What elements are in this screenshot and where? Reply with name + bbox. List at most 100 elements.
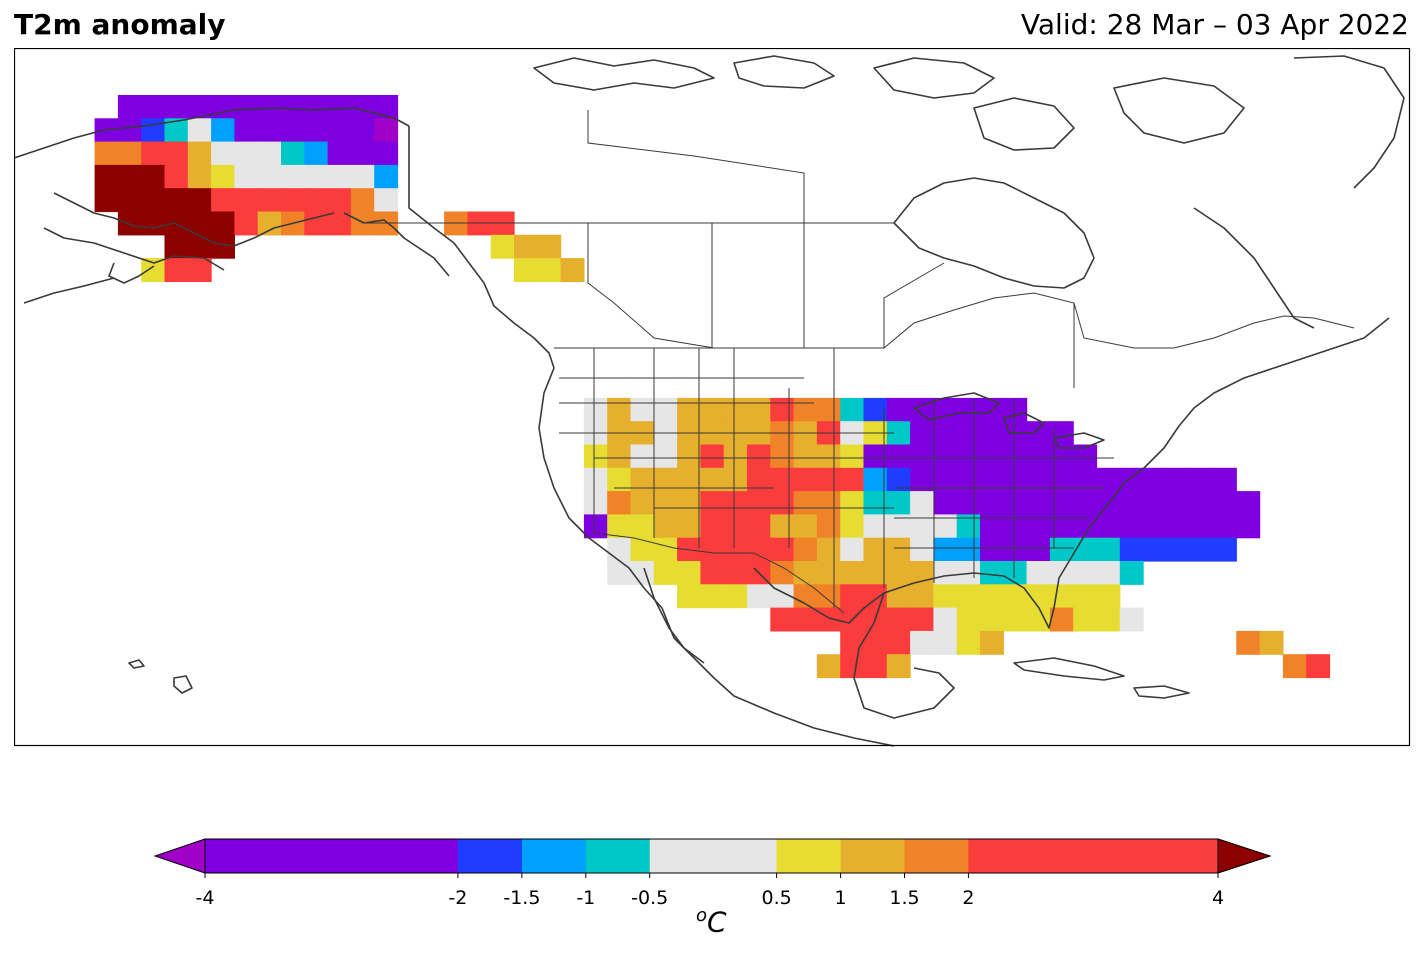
anomaly-cell (490, 234, 515, 259)
anomaly-cell (1166, 514, 1191, 539)
anomaly-cell (234, 188, 259, 213)
anomaly-cell (886, 607, 911, 632)
anomaly-cell (1143, 467, 1167, 492)
anomaly-cell (886, 561, 911, 585)
anomaly-cell (910, 630, 934, 655)
anomaly-cell (840, 491, 865, 515)
anomaly-cell (980, 514, 1004, 539)
anomaly-cell (886, 630, 911, 655)
anomaly-cell (840, 444, 865, 469)
borders (364, 110, 1355, 614)
anomaly-cell (793, 444, 818, 469)
anomaly-cell (910, 491, 934, 515)
anomaly-cell (1189, 467, 1214, 492)
anomaly-cell (910, 514, 934, 539)
anomaly-cell (1143, 491, 1167, 515)
anomaly-cell (583, 514, 608, 539)
anomaly-cell (793, 561, 818, 585)
anomaly-cell (1003, 397, 1028, 422)
anomaly-cell (700, 491, 725, 515)
anomaly-cell (1049, 537, 1074, 562)
anomaly-cell (1026, 514, 1051, 539)
anomaly-cell (1003, 584, 1028, 609)
anomaly-cell (1073, 444, 1098, 469)
anomaly-cell (840, 537, 865, 562)
anomaly-cell (1073, 607, 1098, 632)
anomaly-cell (933, 584, 958, 609)
anomaly-cell (350, 118, 375, 143)
anomaly-cell (677, 514, 701, 539)
anomaly-cell (1259, 630, 1284, 655)
anomaly-cell (211, 164, 235, 189)
anomaly-cell (700, 561, 725, 585)
colorbar-bin (205, 839, 459, 873)
anomaly-cell (1213, 514, 1237, 539)
anomaly-cell (304, 95, 329, 119)
colorbar-bins (153, 838, 1272, 874)
anomaly-cell (956, 421, 981, 446)
anomaly-cell (863, 514, 888, 539)
anomaly-cell (956, 444, 981, 469)
colorbar-outline (204, 838, 1219, 874)
valid-date-range: Valid: 28 Mar – 03 Apr 2022 (1020, 8, 1409, 41)
anomaly-cell (910, 537, 934, 562)
anomaly-cell (1119, 491, 1144, 515)
anomaly-cell (723, 397, 748, 422)
anomaly-cell (933, 607, 958, 632)
anomaly-cell (653, 514, 678, 539)
anomaly-cell (863, 491, 888, 515)
anomaly-cell (816, 654, 841, 679)
anomaly-cell (234, 141, 259, 166)
anomaly-cell (886, 491, 911, 515)
anomaly-cell (94, 188, 119, 213)
colorbar-bin (585, 839, 651, 873)
anomaly-cell (770, 514, 795, 539)
anomaly-cell (700, 584, 725, 609)
coastlines (14, 55, 1405, 747)
anomaly-cell (537, 258, 562, 282)
anomaly-grid (94, 95, 1331, 679)
colorbar-bin (776, 839, 841, 873)
anomaly-cell (304, 164, 329, 189)
anomaly-cell (1073, 467, 1098, 492)
anomaly-cell (1096, 607, 1121, 632)
anomaly-cell (723, 514, 748, 539)
anomaly-cell (840, 630, 865, 655)
anomaly-cell (187, 234, 212, 259)
anomaly-cell (1166, 537, 1191, 562)
anomaly-cell (933, 444, 958, 469)
anomaly-cell (1073, 514, 1098, 539)
anomaly-cell (956, 491, 981, 515)
anomaly-cell (1189, 537, 1214, 562)
anomaly-cell (607, 467, 632, 492)
anomaly-cell (630, 491, 655, 515)
anomaly-cell (1026, 491, 1051, 515)
anomaly-cell (211, 211, 235, 236)
anomaly-cell (653, 397, 678, 422)
anomaly-cell (234, 95, 259, 119)
anomaly-cell (350, 211, 375, 236)
anomaly-cell (607, 537, 632, 562)
anomaly-cell (910, 467, 934, 492)
anomaly-cell (933, 467, 958, 492)
anomaly-cell (770, 444, 795, 469)
anomaly-cell (863, 561, 888, 585)
anomaly-cell (374, 188, 399, 213)
anomaly-cell (327, 211, 352, 236)
anomaly-cell (816, 584, 841, 609)
anomaly-cell (117, 141, 142, 166)
anomaly-cell (1236, 491, 1261, 515)
anomaly-cell (863, 630, 888, 655)
anomaly-cell (257, 118, 282, 143)
anomaly-cell (816, 397, 841, 422)
anomaly-cell (770, 397, 795, 422)
anomaly-cell (630, 561, 655, 585)
anomaly-cell (281, 95, 305, 119)
anomaly-cell (1073, 584, 1098, 609)
anomaly-cell (700, 444, 725, 469)
anomaly-cell (886, 421, 911, 446)
anomaly-cell (933, 630, 958, 655)
anomaly-cell (863, 444, 888, 469)
anomaly-cell (910, 444, 934, 469)
anomaly-cell (980, 537, 1004, 562)
